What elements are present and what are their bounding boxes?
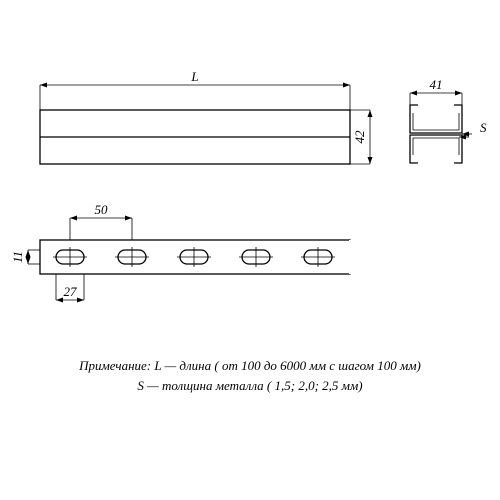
note-line-2: S — толщина металла ( 1,5; 2,0; 2,5 мм) [137, 378, 362, 393]
svg-text:27: 27 [64, 284, 78, 299]
svg-text:11: 11 [10, 251, 25, 263]
note-line-1: Примечание: L — длина ( от 100 до 6000 м… [78, 358, 421, 373]
svg-text:S: S [480, 120, 487, 135]
svg-text:L: L [190, 69, 198, 84]
svg-text:41: 41 [430, 77, 443, 92]
svg-text:42: 42 [352, 130, 367, 144]
svg-text:50: 50 [95, 202, 109, 217]
